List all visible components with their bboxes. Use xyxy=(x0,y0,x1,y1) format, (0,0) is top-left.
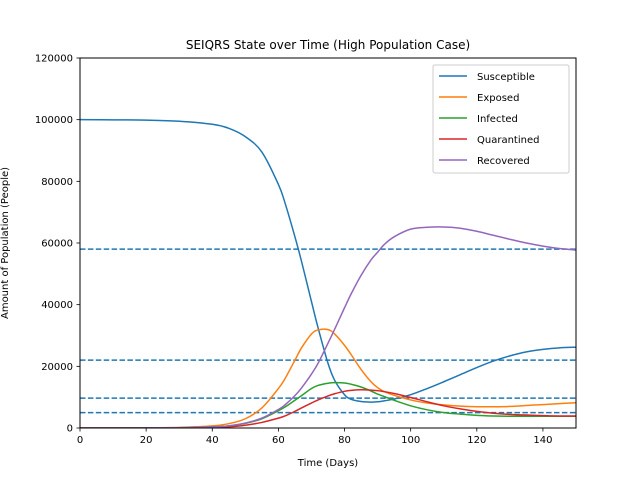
y-axis-label: Amount of Population (People) xyxy=(0,167,11,319)
legend-label-recovered: Recovered xyxy=(477,156,530,167)
y-tick-label: 40000 xyxy=(41,300,73,311)
x-tick-label: 80 xyxy=(338,435,351,446)
x-tick-label: 120 xyxy=(467,435,486,446)
y-tick-label: 80000 xyxy=(41,177,73,188)
y-tick-label: 100000 xyxy=(35,115,73,126)
series-line-quarantined xyxy=(80,389,576,428)
x-axis-label: Time (Days) xyxy=(297,458,359,469)
x-tick-label: 0 xyxy=(77,435,83,446)
legend: Susceptible Exposed Infected Quarantined Rec… xyxy=(432,64,570,174)
legend-label-exposed: Exposed xyxy=(477,93,519,104)
y-axis: 0 20000 40000 60000 80000 100000 120000 xyxy=(35,54,80,435)
chart-title: SEIQRS State over Time (High Population … xyxy=(186,38,470,52)
x-tick-label: 100 xyxy=(401,435,420,446)
legend-label-infected: Infected xyxy=(477,114,518,125)
x-axis: 0 20 40 60 80 100 120 140 xyxy=(77,428,552,446)
y-tick-label: 20000 xyxy=(41,362,73,373)
x-tick-label: 40 xyxy=(206,435,219,446)
legend-label-quarantined: Quarantined xyxy=(477,135,539,146)
legend-label-susceptible: Susceptible xyxy=(477,72,535,83)
y-tick-label: 120000 xyxy=(35,54,73,65)
series-line-recovered xyxy=(80,226,576,428)
y-tick-label: 0 xyxy=(67,424,73,435)
legend-box xyxy=(432,64,570,174)
x-tick-label: 60 xyxy=(272,435,285,446)
y-tick-label: 60000 xyxy=(41,239,73,250)
plot-area xyxy=(80,118,576,428)
x-tick-label: 20 xyxy=(140,435,153,446)
plot-frame xyxy=(79,57,577,429)
series-line-exposed xyxy=(80,328,576,428)
series-line-susceptible xyxy=(80,118,576,403)
x-tick-label: 140 xyxy=(533,435,552,446)
